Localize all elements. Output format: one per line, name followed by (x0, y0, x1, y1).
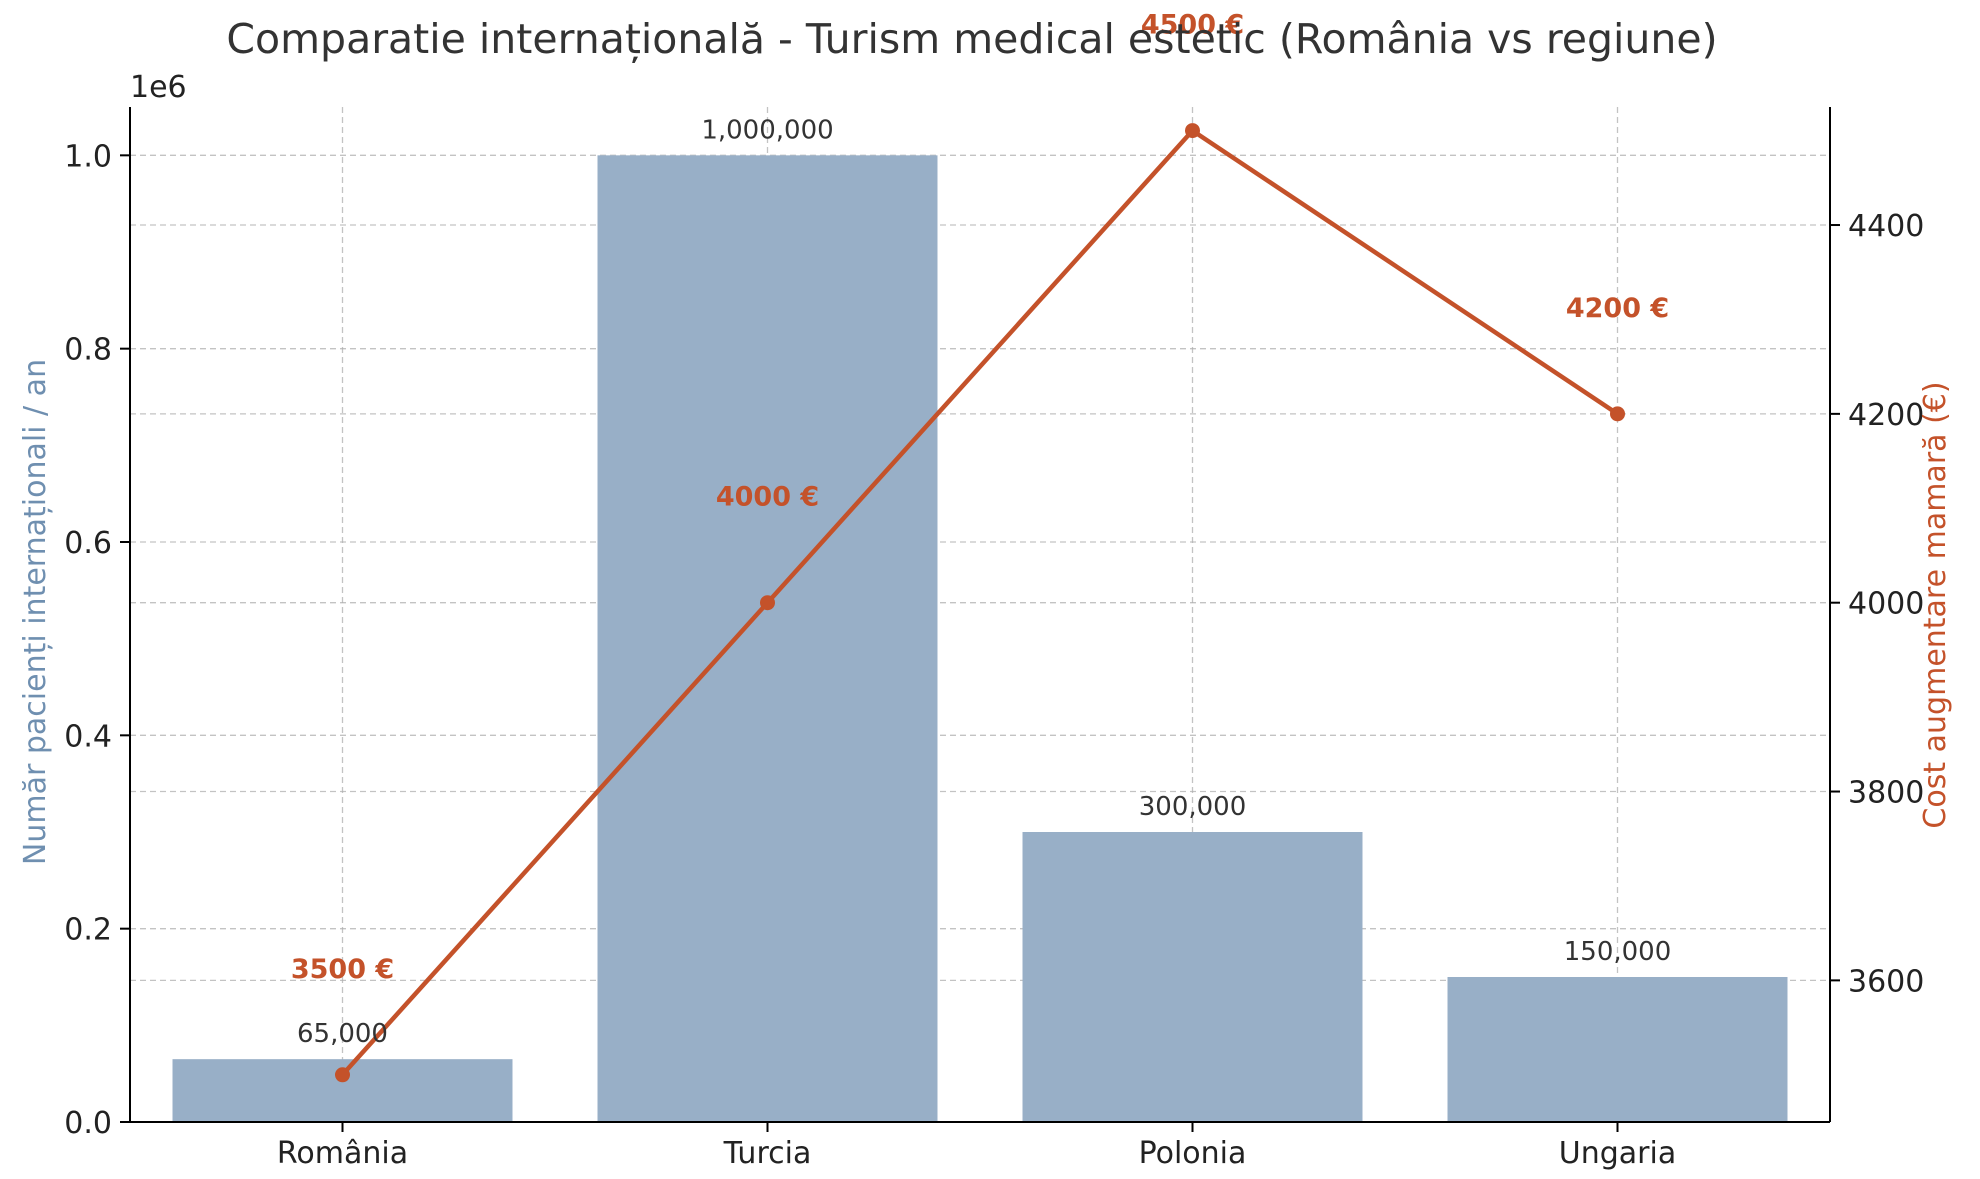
x-tick-label: Polonia (1139, 1136, 1247, 1171)
y-right-tick-label: 4000 (1848, 587, 1924, 622)
tick-labels: 0.0 0.2 0.4 0.6 0.8 1.0 3600 3800 4000 4200 4400 Ro… (64, 139, 1924, 1171)
chart-title: Comparatie internațională - Turism medic… (226, 15, 1717, 63)
bar-value-label: 65,000 (297, 1019, 388, 1049)
bar-value-label: 300,000 (1139, 792, 1247, 822)
y-right-tick-label: 3600 (1848, 964, 1924, 999)
y-right-tick-label: 3800 (1848, 776, 1924, 811)
data-labels: 65,000 1,000,000 300,000 150,000 3500 € 4000 … (291, 10, 1671, 1050)
bar-value-label: 150,000 (1564, 937, 1672, 967)
line-point (1610, 406, 1625, 422)
x-tick-label: Turcia (723, 1136, 812, 1171)
x-tick-label: România (277, 1136, 408, 1171)
y-right-tick-label: 4200 (1848, 398, 1924, 433)
y-axis-offset-text: 1e6 (130, 70, 187, 105)
y-left-tick-label: 0.6 (64, 526, 112, 561)
line-path (340, 128, 1619, 1077)
line-point (1185, 123, 1200, 139)
x-tick-label: Ungaria (1559, 1136, 1676, 1171)
y-left-tick-label: 0.0 (64, 1106, 112, 1141)
bar (1022, 832, 1363, 1122)
line-value-label: 4500 € (1141, 10, 1244, 41)
y-axis-left-label: Număr pacienți internaționali / an (18, 359, 53, 865)
line-series (335, 123, 1625, 1083)
y-left-tick-label: 0.4 (64, 719, 112, 754)
bar (1447, 977, 1788, 1122)
line-value-label: 4000 € (716, 482, 819, 513)
grid-lines (130, 107, 1830, 1122)
bar-value-label: 1,000,000 (701, 115, 833, 145)
line-value-label: 3500 € (291, 954, 394, 985)
axes-spines (129, 107, 1831, 1123)
y-left-tick-label: 1.0 (64, 139, 112, 174)
line-point (760, 595, 775, 611)
line-value-label: 4200 € (1566, 293, 1669, 324)
y-right-tick-label: 4400 (1848, 209, 1924, 244)
line-point (335, 1067, 350, 1083)
y-left-tick-label: 0.8 (64, 333, 112, 368)
y-axis-right-label: Cost augmentare mamară (€) (1918, 381, 1953, 828)
bar-series (172, 155, 1788, 1123)
y-left-tick-label: 0.2 (64, 913, 112, 948)
bar (597, 155, 938, 1123)
